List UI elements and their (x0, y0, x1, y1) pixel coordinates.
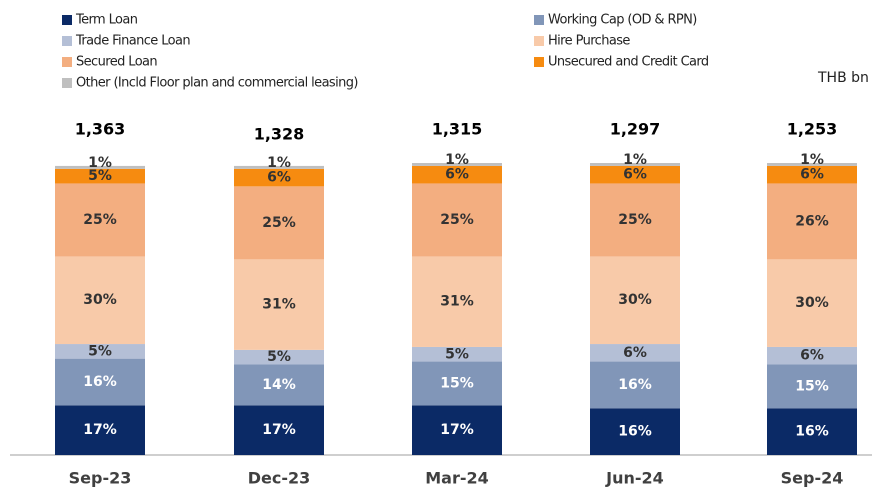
bar-segment (590, 408, 680, 455)
data-label: 1% (88, 155, 112, 171)
x-tick-label: Sep-24 (781, 469, 844, 488)
bar-segment (234, 186, 324, 260)
legend-swatch (62, 57, 72, 67)
bar-segment (55, 168, 145, 184)
data-label: 1% (267, 155, 291, 171)
unit-label: THB bn (817, 70, 869, 86)
data-label: 25% (83, 212, 117, 228)
data-label: 25% (262, 215, 296, 231)
bar-segment (767, 163, 857, 166)
data-label: 5% (88, 343, 112, 359)
bar-segment (234, 259, 324, 350)
data-label: 16% (618, 377, 652, 393)
bar-segment (412, 256, 502, 347)
legend-swatch (62, 78, 72, 88)
bar-segment (55, 165, 145, 169)
bar-segment (767, 259, 857, 347)
data-label: 30% (83, 292, 117, 308)
bar-segment (412, 183, 502, 257)
data-label: 5% (445, 346, 469, 362)
bar-segment (767, 364, 857, 409)
data-label: 30% (795, 295, 829, 311)
data-label: 1% (445, 152, 469, 168)
legend-swatch (534, 36, 544, 46)
total-label: 1,328 (254, 125, 305, 144)
bar-segment (590, 183, 680, 257)
bar-segment (234, 405, 324, 455)
legend-label: Trade Finance Loan (75, 34, 190, 49)
legend-label: Term Loan (75, 13, 138, 28)
bar-segment (55, 256, 145, 345)
bar-segment (767, 165, 857, 184)
total-label: 1,315 (432, 120, 483, 139)
data-label: 1% (623, 152, 647, 168)
data-label: 6% (267, 170, 291, 186)
bar-segment (412, 163, 502, 166)
data-label: 15% (440, 375, 474, 391)
legend-swatch (62, 15, 72, 25)
bar-segment (412, 165, 502, 184)
data-label: 17% (83, 422, 117, 438)
data-label: 31% (440, 294, 474, 310)
data-label: 6% (623, 167, 647, 183)
data-label: 6% (623, 345, 647, 361)
bar-segment (55, 344, 145, 359)
data-label: 17% (440, 422, 474, 438)
data-label: 14% (262, 377, 296, 393)
data-label: 1% (800, 152, 824, 168)
bar-segment (234, 349, 324, 365)
bar-segment (412, 346, 502, 362)
legend-swatch (62, 36, 72, 46)
bar-segment (55, 358, 145, 406)
total-label: 1,253 (787, 120, 838, 139)
bar-segment (590, 361, 680, 409)
bar-segment (234, 364, 324, 406)
data-label: 5% (88, 168, 112, 184)
legend-swatch (534, 57, 544, 67)
data-label: 25% (440, 212, 474, 228)
bar-segment (234, 165, 324, 169)
data-label: 6% (800, 167, 824, 183)
bar-segment (590, 344, 680, 362)
bar-segment (412, 361, 502, 406)
data-label: 30% (618, 292, 652, 308)
x-tick-label: Mar-24 (425, 469, 489, 488)
data-label: 15% (795, 378, 829, 394)
data-label: 5% (267, 349, 291, 365)
data-label: 6% (800, 348, 824, 364)
bar-segment (590, 163, 680, 166)
legend-label: Unsecured and Credit Card (548, 55, 709, 70)
legend-label: Secured Loan (76, 55, 157, 70)
data-label: 16% (795, 424, 829, 440)
bar-segment (234, 168, 324, 187)
x-tick-label: Dec-23 (248, 469, 311, 488)
bar-segment (590, 165, 680, 184)
data-label: 26% (795, 213, 829, 229)
legend-label: Other (Incld Floor plan and commercial l… (76, 76, 358, 91)
legend-label: Working Cap (OD & RPN) (548, 13, 697, 28)
bar-segment (55, 183, 145, 257)
data-label: 31% (262, 297, 296, 313)
data-label: 16% (618, 424, 652, 440)
total-label: 1,363 (75, 120, 126, 139)
bar-segment (767, 408, 857, 455)
data-label: 16% (83, 374, 117, 390)
bar-segment (767, 183, 857, 260)
bar-segment (767, 346, 857, 365)
total-label: 1,297 (610, 120, 661, 139)
bar-segment (55, 405, 145, 455)
x-tick-label: Jun-24 (605, 469, 664, 488)
legend-swatch (534, 15, 544, 25)
data-label: 17% (262, 422, 296, 438)
legend-label: Hire Purchase (548, 34, 630, 49)
bar-segment (590, 256, 680, 345)
bar-segment (412, 405, 502, 455)
data-label: 6% (445, 167, 469, 183)
data-label: 25% (618, 212, 652, 228)
x-tick-label: Sep-23 (69, 469, 132, 488)
